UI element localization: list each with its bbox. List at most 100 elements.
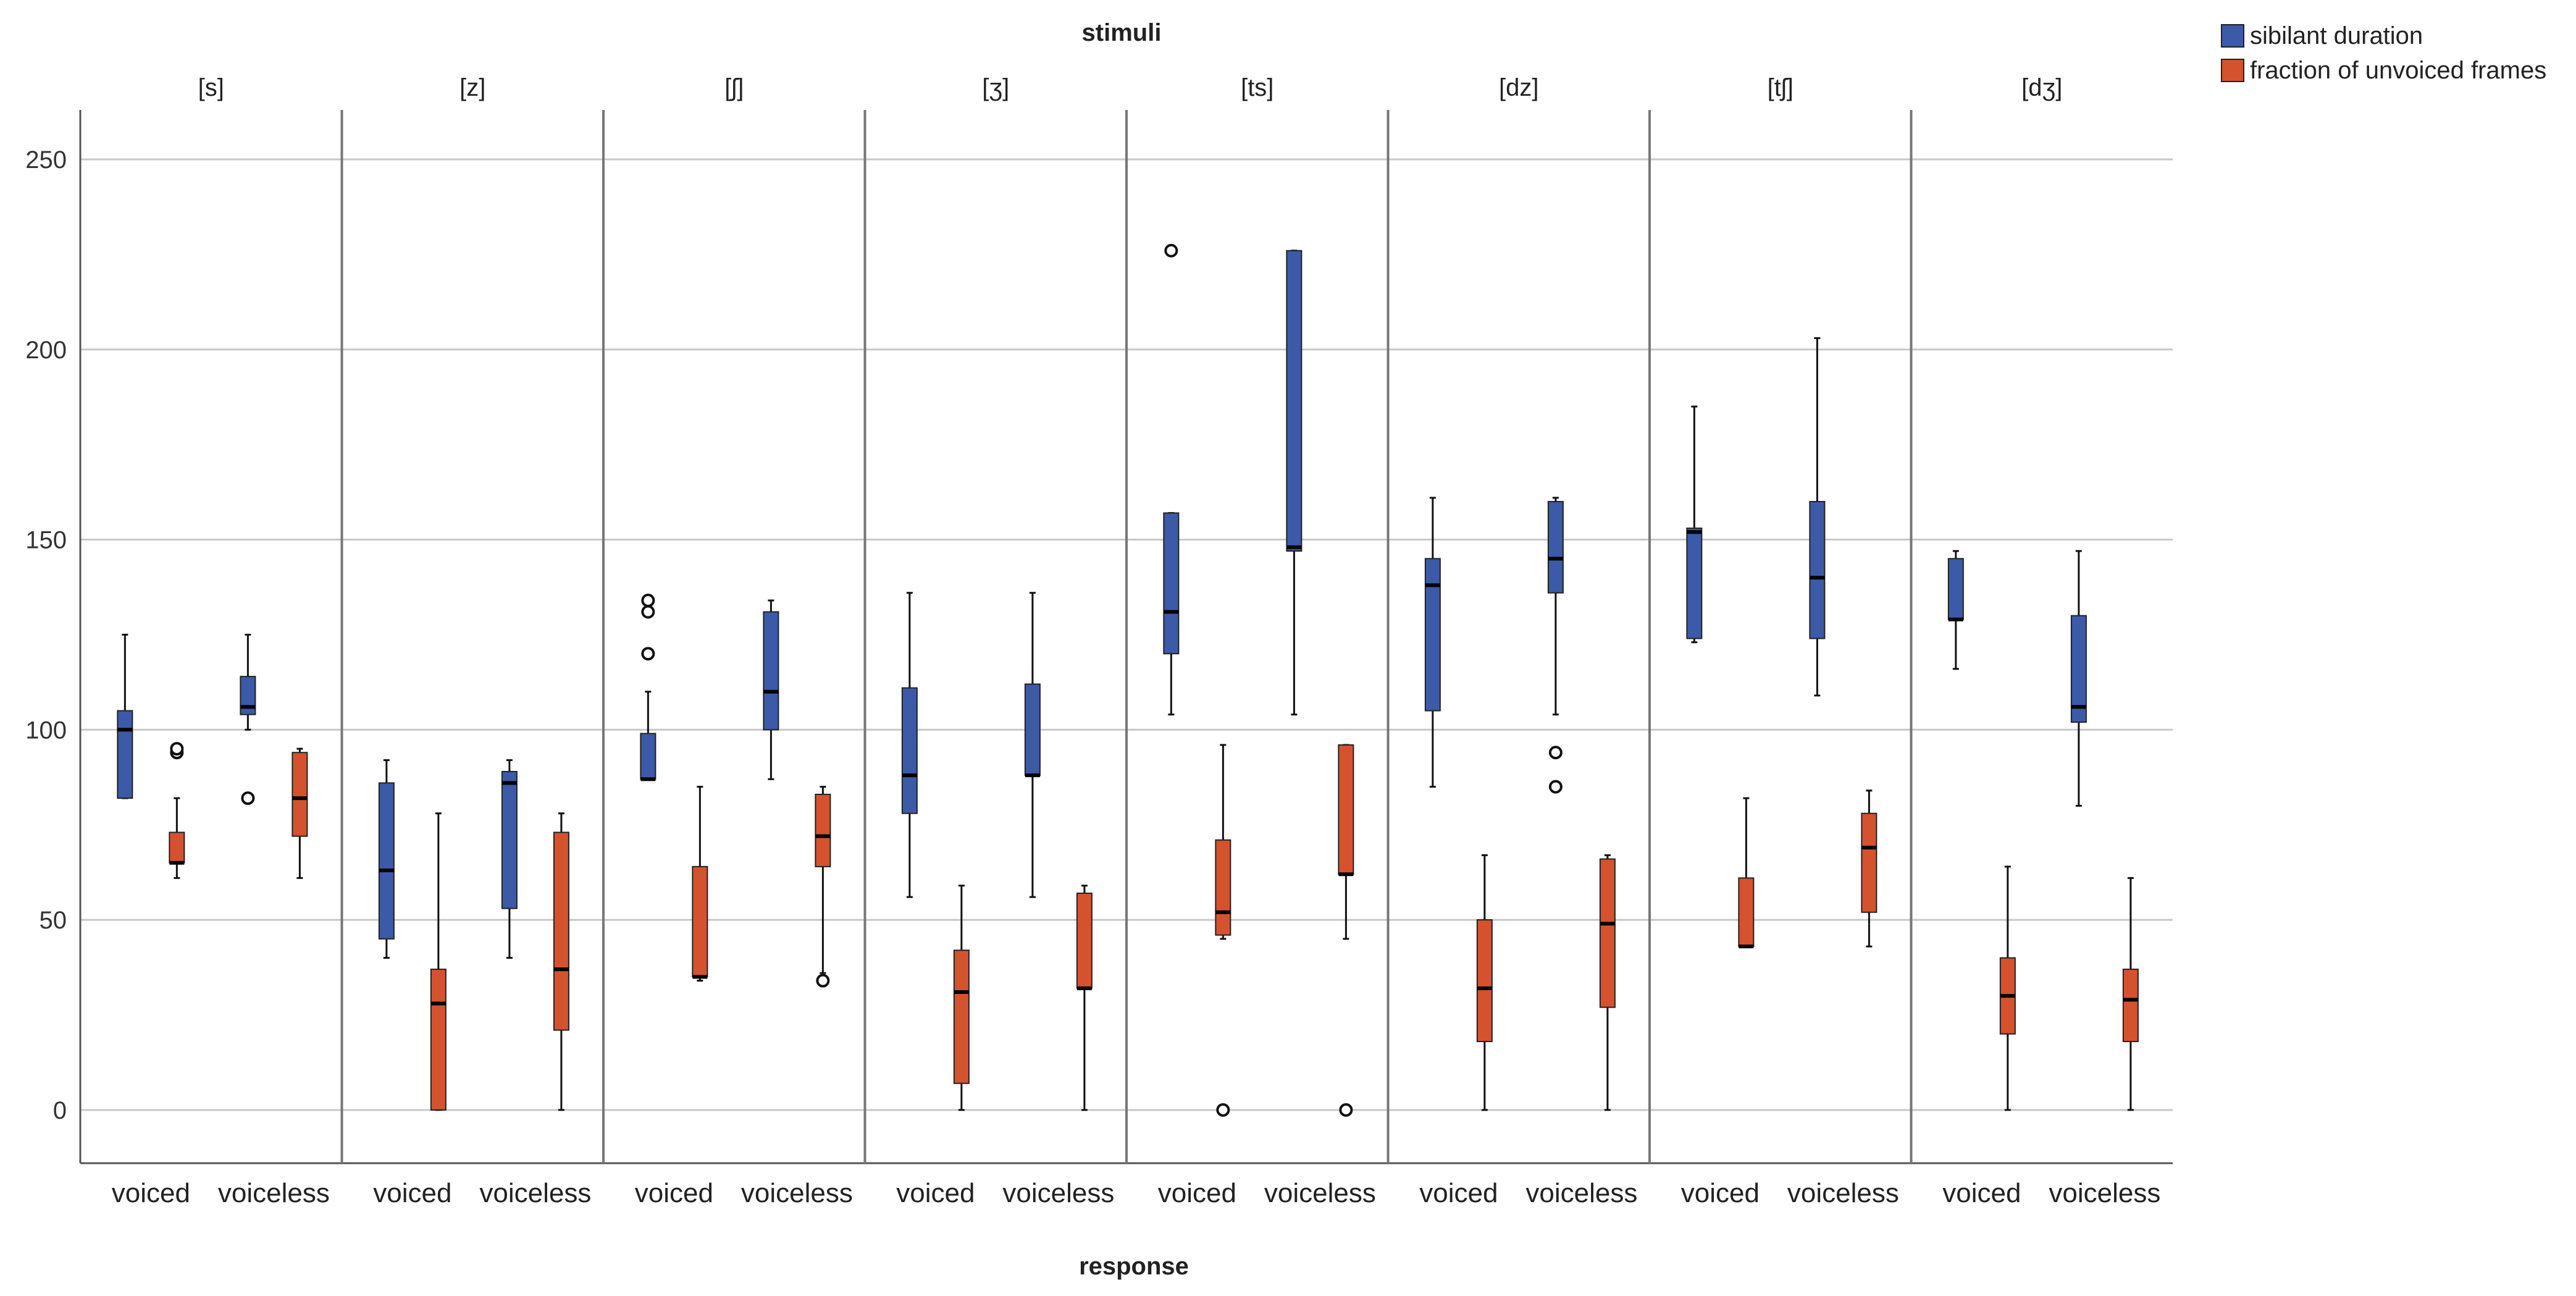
box-sibilant-duration	[378, 759, 395, 959]
legend-swatch	[2221, 59, 2244, 82]
box-body	[763, 611, 779, 731]
category-label: voiced	[112, 1178, 190, 1208]
box-body	[640, 733, 657, 780]
box-body	[378, 782, 395, 940]
box-sibilant-duration	[1547, 497, 1564, 794]
y-tick-label: 0	[53, 1097, 67, 1124]
category-label: voiced	[1681, 1178, 1760, 1208]
box-sibilant-duration	[117, 633, 133, 799]
box-body	[1424, 558, 1441, 712]
category-label: voiceless	[479, 1178, 591, 1208]
box-body	[1686, 528, 1703, 639]
box-sibilant-duration	[240, 633, 256, 806]
category-label: voiced	[635, 1178, 713, 1208]
box-body	[292, 752, 308, 837]
panel-label: [dz]	[1499, 74, 1538, 101]
panel-label: [tʃ]	[1768, 74, 1794, 101]
panel-label: [z]	[459, 74, 485, 101]
box-sibilant-duration	[1286, 250, 1303, 716]
box-body	[692, 865, 708, 978]
panel-label: [ʒ]	[982, 74, 1009, 101]
box-fraction-of-unvoiced-frames	[1861, 789, 1877, 948]
legend-label: sibilant duration	[2250, 22, 2423, 49]
box-sibilant-duration	[2070, 550, 2087, 807]
outlier-point	[1548, 780, 1563, 794]
box-body	[1947, 558, 1964, 620]
box-fraction-of-unvoiced-frames	[430, 812, 447, 1111]
box-body	[1024, 683, 1041, 776]
x-axis-label: response	[1079, 1253, 1189, 1280]
axes: 0 50 100 150 200 250 [s] voiced voiceless [z] voic…	[25, 74, 2173, 1208]
box-body	[1338, 744, 1354, 875]
y-tick-label: 150	[25, 527, 67, 554]
box-fraction-of-unvoiced-frames	[1476, 854, 1493, 1111]
box-fraction-of-unvoiced-frames	[1738, 797, 1755, 949]
box-body	[117, 710, 133, 799]
category-label: voiceless	[741, 1178, 853, 1208]
category-label: voiceless	[1787, 1178, 1899, 1208]
box-sibilant-duration	[1947, 550, 1964, 670]
box-body	[501, 771, 518, 909]
box-body	[553, 831, 569, 1031]
box-body	[815, 793, 831, 867]
outlier-point	[1548, 746, 1563, 760]
legend-swatch	[2221, 24, 2244, 48]
outlier-point	[170, 742, 184, 756]
box-fraction-of-unvoiced-frames	[953, 885, 970, 1111]
box-fraction-of-unvoiced-frames	[1338, 744, 1354, 1117]
category-label: voiced	[1942, 1178, 2021, 1208]
y-tick-label: 100	[25, 717, 67, 744]
legend-label: fraction of unvoiced frames	[2250, 57, 2546, 84]
box-body	[1215, 839, 1231, 936]
category-label: voiced	[373, 1178, 451, 1208]
chart-title: stimuli	[1082, 19, 1162, 46]
category-label: voiceless	[2049, 1178, 2160, 1208]
box-body	[1286, 250, 1303, 552]
box-body	[1738, 877, 1755, 948]
category-label: voiced	[1419, 1178, 1498, 1208]
panel-label: [s]	[198, 74, 224, 101]
box-fraction-of-unvoiced-frames	[292, 747, 308, 879]
outlier-point	[641, 647, 655, 661]
y-tick-label: 50	[40, 907, 67, 934]
box-body	[1809, 500, 1826, 639]
box-fraction-of-unvoiced-frames	[1215, 744, 1231, 1117]
category-label: voiced	[896, 1178, 975, 1208]
box-fraction-of-unvoiced-frames	[1999, 865, 2016, 1111]
legend: sibilant duration fraction of unvoiced fr…	[2221, 22, 2546, 84]
y-tick-label: 200	[25, 337, 67, 364]
panel-label: [ts]	[1241, 74, 1273, 101]
category-label: voiced	[1158, 1178, 1236, 1208]
box-body	[1547, 500, 1564, 594]
box-fraction-of-unvoiced-frames	[692, 786, 708, 982]
category-label: voiceless	[1264, 1178, 1376, 1208]
y-tick-label: 250	[25, 146, 67, 174]
box-sibilant-duration	[501, 759, 518, 959]
box-body	[1599, 858, 1616, 1008]
box-body	[1476, 919, 1493, 1043]
box-body	[2122, 969, 2139, 1043]
category-label: voiceless	[218, 1178, 330, 1208]
category-label: voiceless	[1525, 1178, 1637, 1208]
outlier-point	[1216, 1103, 1230, 1117]
box-sibilant-duration	[763, 599, 779, 780]
box-body	[953, 949, 970, 1084]
box-sibilant-duration	[901, 592, 918, 898]
box-sibilant-duration	[1024, 592, 1041, 898]
box-fraction-of-unvoiced-frames	[2122, 877, 2139, 1111]
box-body	[169, 831, 185, 864]
box-sibilant-duration	[1809, 337, 1826, 697]
outlier-point	[1339, 1103, 1353, 1117]
box-sibilant-duration	[1163, 243, 1180, 716]
outlier-point	[641, 605, 655, 619]
box-sibilant-duration	[640, 594, 657, 781]
boxes	[117, 243, 2139, 1117]
box-body	[1861, 812, 1877, 913]
category-label: voiceless	[1002, 1178, 1114, 1208]
box-fraction-of-unvoiced-frames	[1076, 885, 1093, 1111]
box-fraction-of-unvoiced-frames	[169, 742, 185, 879]
panel-label: [ʃ]	[724, 74, 744, 101]
box-body	[1076, 892, 1093, 989]
box-body	[240, 676, 256, 715]
